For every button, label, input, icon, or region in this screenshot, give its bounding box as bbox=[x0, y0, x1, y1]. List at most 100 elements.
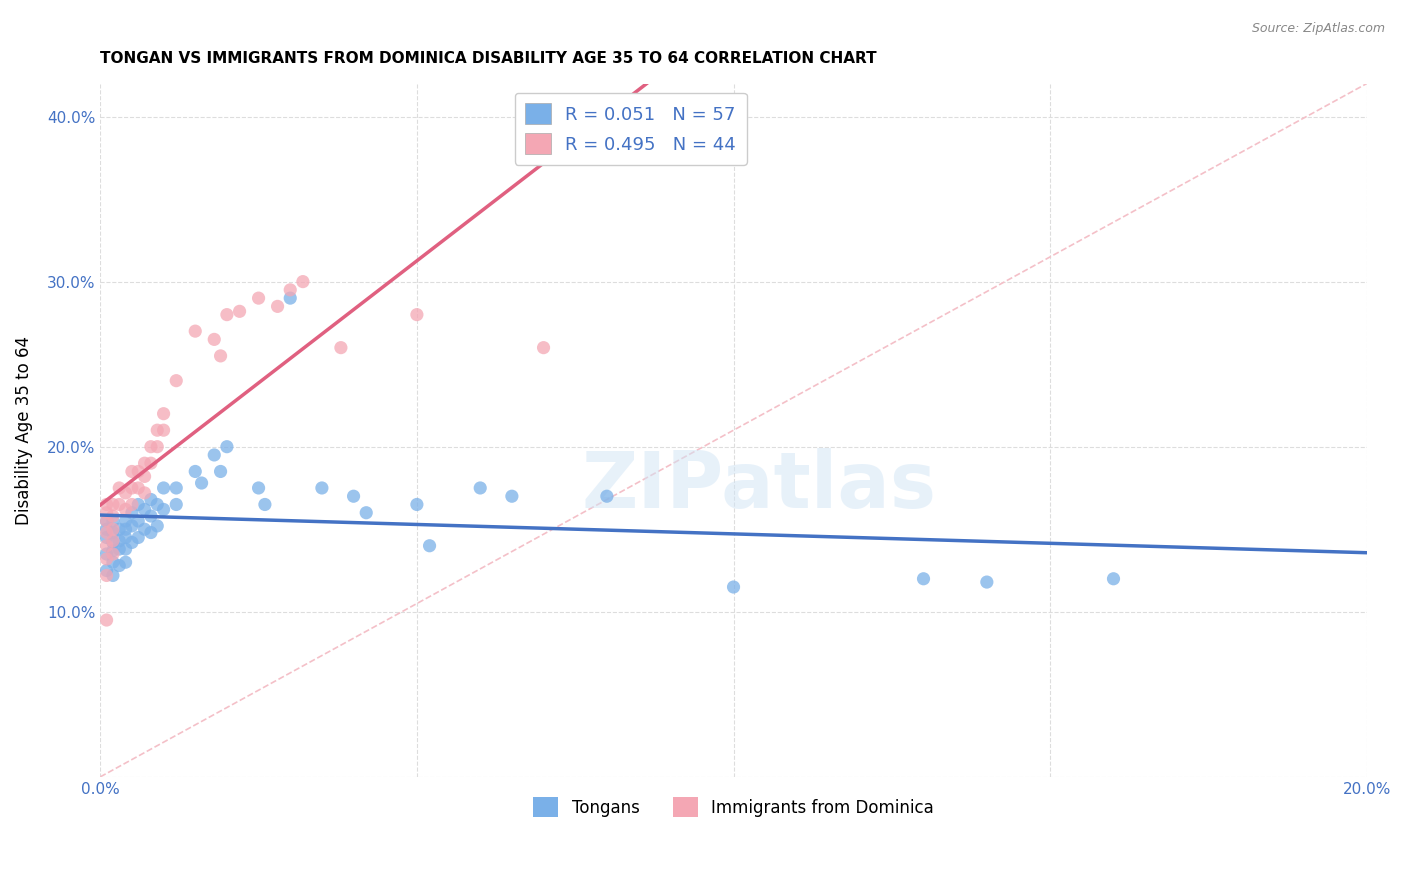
Immigrants from Dominica bbox=[533, 341, 555, 355]
Tongans bbox=[101, 543, 124, 558]
Tongans bbox=[723, 580, 745, 594]
Immigrants from Dominica bbox=[278, 283, 301, 297]
Immigrants from Dominica bbox=[96, 498, 118, 512]
Immigrants from Dominica bbox=[202, 332, 225, 346]
Tongans bbox=[127, 514, 149, 528]
Tongans bbox=[342, 489, 364, 503]
Immigrants from Dominica bbox=[146, 423, 169, 437]
Tongans bbox=[114, 555, 136, 569]
Tongans bbox=[501, 489, 523, 503]
Immigrants from Dominica bbox=[139, 440, 162, 454]
Immigrants from Dominica bbox=[121, 465, 143, 479]
Tongans bbox=[146, 519, 169, 533]
Tongans bbox=[278, 291, 301, 305]
Tongans bbox=[127, 498, 149, 512]
Tongans bbox=[127, 531, 149, 545]
Tongans bbox=[114, 522, 136, 536]
Immigrants from Dominica bbox=[96, 539, 118, 553]
Tongans bbox=[209, 465, 232, 479]
Immigrants from Dominica bbox=[108, 498, 131, 512]
Immigrants from Dominica bbox=[96, 568, 118, 582]
Immigrants from Dominica bbox=[121, 481, 143, 495]
Immigrants from Dominica bbox=[96, 514, 118, 528]
Immigrants from Dominica bbox=[329, 341, 352, 355]
Immigrants from Dominica bbox=[247, 291, 270, 305]
Immigrants from Dominica bbox=[152, 407, 174, 421]
Tongans bbox=[419, 539, 441, 553]
Immigrants from Dominica bbox=[215, 308, 238, 322]
Tongans bbox=[139, 492, 162, 507]
Immigrants from Dominica bbox=[127, 465, 149, 479]
Text: Source: ZipAtlas.com: Source: ZipAtlas.com bbox=[1251, 22, 1385, 36]
Tongans bbox=[134, 522, 156, 536]
Tongans bbox=[596, 489, 619, 503]
Tongans bbox=[184, 465, 207, 479]
Tongans bbox=[406, 498, 429, 512]
Tongans bbox=[108, 522, 131, 536]
Tongans bbox=[215, 440, 238, 454]
Immigrants from Dominica bbox=[134, 456, 156, 470]
Immigrants from Dominica bbox=[96, 552, 118, 566]
Immigrants from Dominica bbox=[165, 374, 187, 388]
Tongans bbox=[1102, 572, 1125, 586]
Immigrants from Dominica bbox=[209, 349, 232, 363]
Legend: Tongans, Immigrants from Dominica: Tongans, Immigrants from Dominica bbox=[527, 790, 941, 824]
Tongans bbox=[108, 558, 131, 573]
Y-axis label: Disability Age 35 to 64: Disability Age 35 to 64 bbox=[15, 335, 32, 524]
Immigrants from Dominica bbox=[152, 423, 174, 437]
Tongans bbox=[146, 498, 169, 512]
Immigrants from Dominica bbox=[134, 469, 156, 483]
Immigrants from Dominica bbox=[121, 498, 143, 512]
Immigrants from Dominica bbox=[266, 299, 288, 313]
Tongans bbox=[165, 498, 187, 512]
Immigrants from Dominica bbox=[101, 547, 124, 561]
Tongans bbox=[101, 555, 124, 569]
Immigrants from Dominica bbox=[108, 481, 131, 495]
Tongans bbox=[96, 522, 118, 536]
Immigrants from Dominica bbox=[101, 533, 124, 548]
Tongans bbox=[114, 542, 136, 557]
Immigrants from Dominica bbox=[291, 275, 314, 289]
Immigrants from Dominica bbox=[146, 440, 169, 454]
Immigrants from Dominica bbox=[96, 525, 118, 540]
Text: TONGAN VS IMMIGRANTS FROM DOMINICA DISABILITY AGE 35 TO 64 CORRELATION CHART: TONGAN VS IMMIGRANTS FROM DOMINICA DISAB… bbox=[100, 51, 877, 66]
Tongans bbox=[96, 514, 118, 528]
Tongans bbox=[101, 535, 124, 549]
Immigrants from Dominica bbox=[101, 498, 124, 512]
Immigrants from Dominica bbox=[184, 324, 207, 338]
Tongans bbox=[139, 525, 162, 540]
Immigrants from Dominica bbox=[228, 304, 250, 318]
Immigrants from Dominica bbox=[134, 486, 156, 500]
Tongans bbox=[253, 498, 276, 512]
Tongans bbox=[108, 542, 131, 557]
Tongans bbox=[912, 572, 935, 586]
Tongans bbox=[190, 475, 212, 490]
Tongans bbox=[354, 506, 377, 520]
Immigrants from Dominica bbox=[127, 481, 149, 495]
Tongans bbox=[96, 564, 118, 578]
Immigrants from Dominica bbox=[114, 502, 136, 516]
Immigrants from Dominica bbox=[101, 509, 124, 524]
Tongans bbox=[311, 481, 333, 495]
Immigrants from Dominica bbox=[101, 522, 124, 536]
Tongans bbox=[976, 575, 998, 590]
Tongans bbox=[152, 481, 174, 495]
Tongans bbox=[121, 519, 143, 533]
Tongans bbox=[121, 506, 143, 520]
Immigrants from Dominica bbox=[96, 613, 118, 627]
Tongans bbox=[108, 533, 131, 548]
Tongans bbox=[101, 514, 124, 528]
Immigrants from Dominica bbox=[96, 506, 118, 520]
Tongans bbox=[121, 535, 143, 549]
Immigrants from Dominica bbox=[114, 486, 136, 500]
Tongans bbox=[101, 568, 124, 582]
Tongans bbox=[470, 481, 492, 495]
Tongans bbox=[152, 502, 174, 516]
Tongans bbox=[114, 514, 136, 528]
Tongans bbox=[101, 525, 124, 540]
Text: ZIPatlas: ZIPatlas bbox=[581, 448, 936, 524]
Tongans bbox=[96, 547, 118, 561]
Tongans bbox=[114, 531, 136, 545]
Tongans bbox=[247, 481, 270, 495]
Tongans bbox=[165, 481, 187, 495]
